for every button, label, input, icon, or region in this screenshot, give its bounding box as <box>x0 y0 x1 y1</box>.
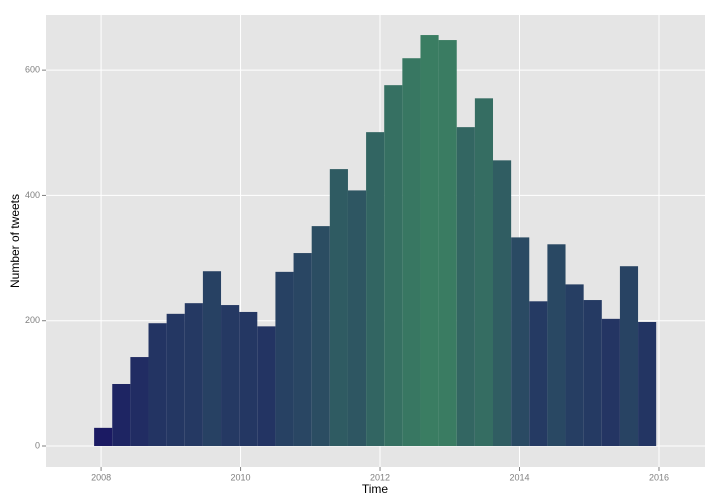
bar <box>366 132 385 447</box>
bar <box>166 313 185 447</box>
y-axis-title: Number of tweets <box>8 194 22 288</box>
bar <box>221 305 240 447</box>
y-tick-label: 600 <box>25 65 40 75</box>
bar <box>638 321 657 447</box>
bar <box>438 40 457 447</box>
y-tick-label: 400 <box>25 190 40 200</box>
bar <box>94 427 113 447</box>
bar <box>601 318 620 447</box>
x-axis-title: Time <box>362 482 389 496</box>
bar <box>493 160 512 447</box>
bar <box>511 237 530 447</box>
bar <box>202 271 222 447</box>
x-tick-label: 2008 <box>91 472 111 482</box>
bar <box>275 271 294 447</box>
bar <box>184 303 203 447</box>
bar <box>529 301 548 447</box>
bar <box>402 58 421 447</box>
bar <box>547 244 566 447</box>
bar <box>583 300 602 447</box>
bar <box>130 357 149 447</box>
bar <box>112 383 131 447</box>
bar <box>257 326 276 447</box>
bar <box>384 85 403 447</box>
bar <box>565 284 584 447</box>
bar <box>347 190 367 447</box>
bar <box>329 169 348 447</box>
bar <box>420 35 439 447</box>
bar <box>456 127 475 447</box>
bar <box>293 253 312 447</box>
x-tick-label: 2010 <box>231 472 251 482</box>
bar <box>474 98 494 447</box>
y-tick-label: 0 <box>35 440 40 450</box>
x-tick-label: 2014 <box>509 472 529 482</box>
bar <box>311 226 330 447</box>
y-tick-label: 200 <box>25 315 40 325</box>
x-tick-label: 2012 <box>370 472 390 482</box>
bar <box>239 311 258 447</box>
bar <box>619 266 639 447</box>
x-tick-label: 2016 <box>649 472 669 482</box>
bar <box>148 323 167 447</box>
